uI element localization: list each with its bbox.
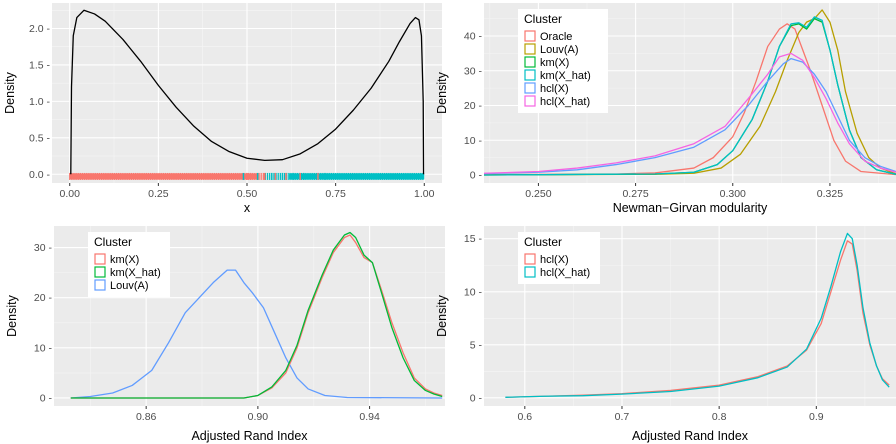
- y-axis-title: Density: [435, 294, 449, 336]
- x-tick-label: 0.90: [248, 411, 269, 423]
- series-line-hcl(X_hat): [505, 232, 890, 398]
- y-tick-label: 30 -: [464, 65, 483, 77]
- series-line-Louv(A): [70, 269, 443, 399]
- x-axis-title: Adjusted Rand Index: [191, 429, 308, 443]
- series-line-Oracle: [483, 23, 896, 176]
- y-tick-label: 1.5 -: [29, 59, 51, 71]
- panel-p1: 0.00 0.25 0.50 0.75 1.00 0.0 - 0.5 - 1.0 - 1.5 -…: [3, 3, 442, 215]
- legend-label: km(X_hat): [110, 267, 161, 279]
- legend-label: km(X): [110, 254, 139, 266]
- series-line-km(X_hat): [483, 16, 896, 176]
- legend-key: [94, 266, 106, 278]
- y-tick-label: 0.5 -: [29, 132, 51, 144]
- x-tick-label: 0.94: [359, 411, 380, 423]
- legend-title: Cluster: [94, 235, 132, 249]
- y-tick-label: 30 -: [34, 242, 53, 254]
- x-tick-label: 0.275: [622, 188, 648, 200]
- legend-key: [524, 95, 536, 107]
- legend-title: Cluster: [524, 12, 562, 26]
- legend-key: [524, 266, 536, 278]
- x-axis-title: x: [244, 201, 251, 215]
- x-tick-label: 0.00: [60, 188, 81, 200]
- legend-label: km(X_hat): [540, 70, 591, 82]
- y-tick-label: 20 -: [34, 292, 53, 304]
- legend-key: [94, 253, 106, 265]
- legend-label: hcl(X_hat): [540, 96, 590, 108]
- legend-key: [524, 69, 536, 81]
- panel-p2: 0.250 0.275 0.300 0.325 0 - 10 - 20 - 30 - 40 - N…: [435, 3, 896, 215]
- legend-key: [524, 43, 536, 55]
- y-tick-label: 1.0 -: [29, 96, 51, 108]
- legend-label: Louv(A): [540, 44, 579, 56]
- y-axis-title: Density: [3, 71, 17, 113]
- x-tick-label: 0.9: [809, 411, 824, 423]
- y-tick-label: 10 -: [464, 286, 483, 298]
- legend-label: Louv(A): [110, 280, 149, 292]
- x-tick-label: 0.300: [720, 188, 746, 200]
- y-tick-label: 10 -: [464, 135, 483, 147]
- legend-box: [518, 232, 600, 284]
- x-tick-label: 1.00: [414, 188, 435, 200]
- legend-key: [94, 279, 106, 291]
- x-tick-label: 0.50: [237, 188, 258, 200]
- x-tick-label: 0.250: [525, 188, 551, 200]
- series-line-Louv(A): [483, 9, 896, 176]
- legend-label: hcl(X_hat): [540, 267, 590, 279]
- legend-label: km(X): [540, 57, 569, 69]
- y-tick-label: 0 -: [40, 392, 53, 404]
- legend-key: [524, 253, 536, 265]
- series-line-hcl(X): [483, 57, 896, 175]
- y-tick-label: 0 -: [470, 170, 483, 182]
- x-tick-label: 0.8: [712, 411, 727, 423]
- y-axis-title: Density: [5, 294, 19, 336]
- x-tick-label: 0.75: [325, 188, 346, 200]
- x-tick-label: 0.7: [615, 411, 630, 423]
- legend-title: Cluster: [524, 235, 562, 249]
- y-tick-label: 15 -: [464, 233, 483, 245]
- x-tick-label: 0.325: [817, 188, 843, 200]
- y-axis-title: Density: [435, 71, 449, 113]
- x-tick-label: 0.86: [136, 411, 157, 423]
- legend-key: [524, 82, 536, 94]
- x-axis-title: Adjusted Rand Index: [632, 429, 749, 443]
- series-line-km(X): [70, 234, 443, 399]
- y-tick-label: 2.0 -: [29, 23, 51, 35]
- x-axis-title: Newman−Girvan modularity: [613, 201, 768, 215]
- y-tick-label: 40 -: [464, 31, 483, 43]
- legend-key: [524, 30, 536, 42]
- x-tick-label: 0.25: [148, 188, 169, 200]
- series-line-hcl(X_hat): [483, 52, 896, 174]
- panel-p4: 0.6 0.7 0.8 0.9 0 - 5 - 10 - 15 - Adjusted Rand …: [435, 226, 896, 443]
- y-tick-label: 10 -: [34, 342, 53, 354]
- series-line-density: [70, 9, 425, 175]
- y-tick-label: 5 -: [470, 339, 483, 351]
- y-tick-label: 0.0 -: [29, 169, 51, 181]
- legend-label: Oracle: [540, 31, 572, 43]
- panel-p3: 0.86 0.90 0.94 0 - 10 - 20 - 30 - Adjusted Rand…: [5, 226, 445, 443]
- legend-label: hcl(X): [540, 83, 569, 95]
- series-line-km(X_hat): [70, 231, 443, 399]
- legend-key: [524, 56, 536, 68]
- x-tick-label: 0.6: [518, 411, 533, 423]
- y-tick-label: 0 -: [470, 392, 483, 404]
- y-tick-label: 20 -: [464, 100, 483, 112]
- legend-label: hcl(X): [540, 254, 569, 266]
